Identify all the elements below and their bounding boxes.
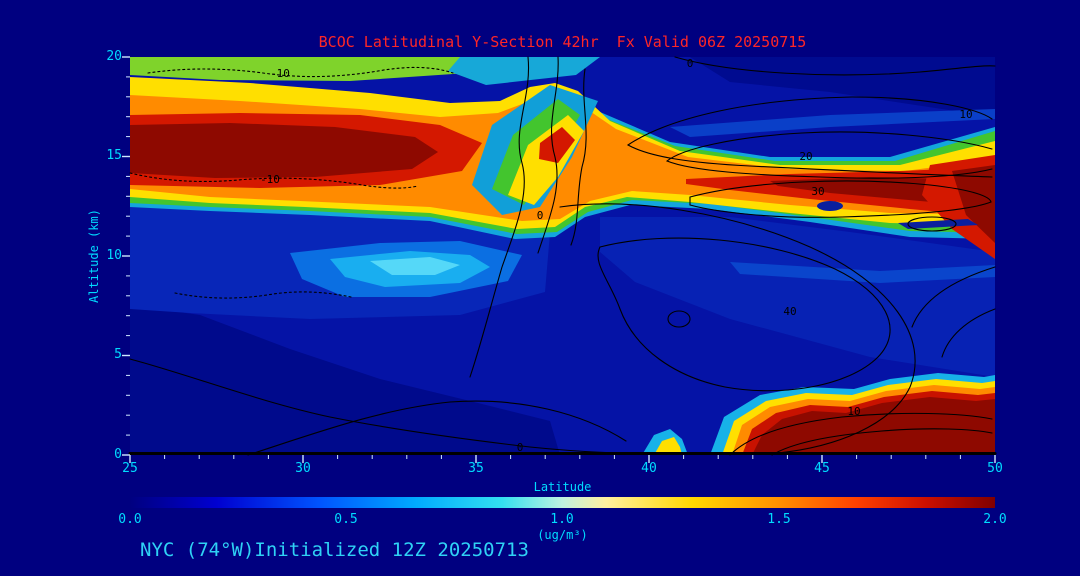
dark-blue-region	[130, 305, 560, 455]
y-tick-label: 10	[106, 248, 122, 263]
contour-line	[147, 66, 454, 78]
contour-line	[626, 96, 993, 178]
contour-label: 0	[517, 441, 524, 454]
x-tick-label: 50	[987, 461, 1003, 476]
contour-line	[469, 56, 530, 378]
colorbar	[130, 497, 995, 508]
contour-line	[667, 310, 691, 328]
contour-line	[771, 428, 993, 456]
y-tick-label: 5	[114, 347, 122, 362]
colorbar-tick-label: 0.0	[118, 512, 142, 527]
contour-line	[729, 412, 993, 456]
pinch-red-region	[539, 127, 575, 163]
x-axis-title: Latitude	[533, 480, 592, 494]
colorbar-tick-label: 1.0	[550, 512, 574, 527]
topleft-cyan-region	[448, 57, 600, 85]
x-tick-label: 30	[295, 461, 311, 476]
band-blue-hole	[898, 219, 978, 229]
x-tick-label: 35	[468, 461, 484, 476]
x-tick-label: 45	[814, 461, 830, 476]
y-tick-label: 15	[106, 148, 122, 163]
contour-label: 10	[959, 108, 972, 121]
plot-area: -10 -10 0 10 20 30 40 10 0 0	[122, 56, 997, 463]
x-tick-label: 40	[641, 461, 657, 476]
contour-line	[559, 203, 916, 454]
colorbar-tick-label: 2.0	[983, 512, 1007, 527]
contour-label: 20	[799, 150, 812, 163]
contour-line	[674, 56, 996, 76]
colorbar-tick-label: 1.5	[767, 512, 791, 527]
contour-line	[941, 308, 996, 358]
colorbar-units-label: (ug/m³)	[537, 528, 588, 542]
y-tick-label: 0	[114, 447, 122, 462]
init-info-text: NYC (74°W)Initialized 12Z 20250713	[140, 539, 529, 561]
contour-label: -10	[270, 67, 290, 80]
contour-label: -10	[260, 173, 280, 186]
contour-label: 0	[687, 57, 694, 70]
mid-blue-region	[600, 217, 995, 377]
contour-labels: -10 -10 0 10 20 30 40 10 0 0	[260, 57, 973, 454]
plot-title: BCOC Latitudinal Y-Section 42hr Fx Valid…	[318, 33, 807, 51]
blue-streak	[670, 109, 995, 137]
contour-line	[911, 266, 996, 328]
contour-label: 0	[537, 209, 544, 222]
contour-line	[665, 131, 993, 179]
band-darkred-core-left	[130, 123, 438, 178]
contour-line	[174, 291, 352, 299]
blue-streak	[730, 262, 995, 283]
surface-yellow-spike	[654, 437, 682, 455]
band-blue-hole	[817, 201, 843, 211]
contour-label: 40	[783, 305, 796, 318]
contour-line	[537, 56, 559, 254]
right-edge-darkred-region	[952, 165, 995, 243]
y-tick-label: 20	[106, 49, 122, 64]
x-tick-label: 25	[122, 461, 138, 476]
axis-ticks	[122, 56, 996, 463]
contour-lines	[128, 56, 997, 456]
contour-line	[247, 400, 627, 456]
cyan-patch	[370, 257, 460, 275]
contour-line	[597, 237, 891, 392]
contour-line	[907, 216, 957, 232]
contour-line	[129, 172, 419, 189]
contour-line	[689, 180, 992, 218]
topleft-green-region	[130, 57, 490, 81]
colorbar-tick-label: 0.5	[334, 512, 358, 527]
contour-line	[129, 358, 631, 454]
contour-label: 30	[811, 185, 824, 198]
contour-label: 10	[847, 405, 860, 418]
contour-line	[570, 68, 587, 246]
filled-contours	[130, 57, 995, 455]
